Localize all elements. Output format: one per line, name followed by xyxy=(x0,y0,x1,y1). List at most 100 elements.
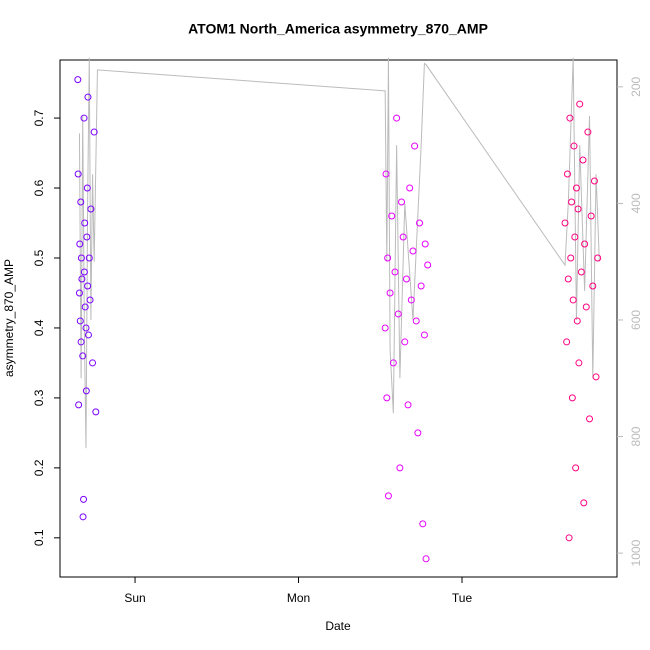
point xyxy=(81,303,89,311)
point xyxy=(396,464,404,472)
point xyxy=(83,184,91,192)
point xyxy=(579,156,587,164)
point xyxy=(81,219,89,227)
point xyxy=(567,254,575,262)
point xyxy=(381,324,389,332)
point xyxy=(572,464,580,472)
point xyxy=(568,394,576,402)
point xyxy=(382,170,390,178)
point xyxy=(386,289,394,297)
point xyxy=(383,394,391,402)
point xyxy=(391,268,399,276)
y-tick-label: 0.7 xyxy=(32,109,46,126)
point xyxy=(77,338,85,346)
point xyxy=(563,338,571,346)
y2-tick-label: 800 xyxy=(629,426,643,446)
point xyxy=(406,184,414,192)
point xyxy=(402,275,410,283)
y2-tick-label: 400 xyxy=(629,193,643,213)
point xyxy=(573,317,581,325)
point xyxy=(393,114,401,122)
point xyxy=(76,317,84,325)
point xyxy=(80,495,88,503)
point xyxy=(77,254,85,262)
y-tick-label: 0.2 xyxy=(32,459,46,476)
y2-tick-label: 600 xyxy=(629,310,643,330)
plot-frame xyxy=(59,59,618,578)
point xyxy=(82,387,90,395)
point xyxy=(80,114,88,122)
point xyxy=(83,233,91,241)
point xyxy=(581,240,589,248)
point xyxy=(576,100,584,108)
y-tick-label: 0.1 xyxy=(32,529,46,546)
point xyxy=(421,240,429,248)
point xyxy=(384,492,392,500)
point xyxy=(89,359,97,367)
point xyxy=(575,359,583,367)
point xyxy=(561,219,569,227)
point xyxy=(577,268,585,276)
point xyxy=(582,303,590,311)
point xyxy=(80,268,88,276)
point xyxy=(79,513,87,521)
point xyxy=(592,373,600,381)
point xyxy=(566,114,574,122)
point xyxy=(389,359,397,367)
point xyxy=(82,324,90,332)
point xyxy=(399,233,407,241)
point xyxy=(570,142,578,150)
point xyxy=(564,275,572,283)
point xyxy=(398,198,406,206)
point xyxy=(78,275,86,283)
point xyxy=(414,429,422,437)
point xyxy=(74,170,82,178)
y-tick-label: 0.5 xyxy=(32,249,46,266)
point xyxy=(569,296,577,304)
point xyxy=(580,499,588,507)
point xyxy=(90,128,98,136)
y-tick-label: 0.3 xyxy=(32,389,46,406)
point xyxy=(419,520,427,528)
point xyxy=(422,555,430,563)
point xyxy=(401,338,409,346)
point xyxy=(571,233,579,241)
point xyxy=(574,205,582,213)
point xyxy=(568,198,576,206)
point xyxy=(412,317,420,325)
point xyxy=(590,177,598,185)
point xyxy=(75,401,83,409)
x-tick-label: Tue xyxy=(452,591,473,605)
x-tick-label: Sun xyxy=(124,591,145,605)
point xyxy=(594,254,602,262)
y-axis-label: asymmetry_870_AMP xyxy=(2,259,16,377)
point xyxy=(84,331,92,339)
point xyxy=(416,219,424,227)
point xyxy=(409,247,417,255)
point xyxy=(407,296,415,304)
x-tick-label: Mon xyxy=(287,591,310,605)
point xyxy=(404,401,412,409)
point xyxy=(76,240,84,248)
point xyxy=(586,415,594,423)
point xyxy=(589,282,597,290)
point xyxy=(417,282,425,290)
point xyxy=(85,254,93,262)
point xyxy=(563,170,571,178)
point xyxy=(572,184,580,192)
point xyxy=(587,212,595,220)
point xyxy=(77,198,85,206)
point xyxy=(584,128,592,136)
point xyxy=(565,534,573,542)
point xyxy=(92,408,100,416)
point xyxy=(84,282,92,290)
point xyxy=(87,205,95,213)
point xyxy=(74,76,82,84)
point xyxy=(394,310,402,318)
y-tick-label: 0.4 xyxy=(32,319,46,336)
point xyxy=(388,212,396,220)
x-axis-label: Date xyxy=(325,619,351,633)
point xyxy=(420,331,428,339)
